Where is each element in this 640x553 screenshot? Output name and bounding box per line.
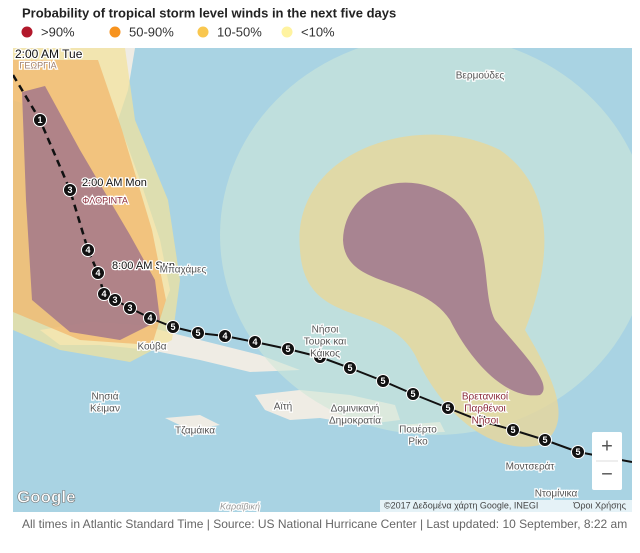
- track-category: 4: [85, 245, 90, 255]
- track-category: 5: [317, 352, 322, 362]
- place-label: Κάικος: [310, 348, 340, 360]
- title: Probability of tropical storm level wind…: [22, 5, 396, 20]
- google-logo: Google: [17, 487, 76, 506]
- track-point: [81, 243, 95, 257]
- track-category: 5: [380, 376, 385, 386]
- track-category: 5: [195, 328, 200, 338]
- track-category: 4: [147, 313, 152, 323]
- track-category: 5: [347, 363, 352, 373]
- track-point: [538, 433, 552, 447]
- track-category: 4: [95, 268, 100, 278]
- track-point: [218, 329, 232, 343]
- track-point: [474, 414, 488, 428]
- track-category: 1: [37, 115, 42, 125]
- place-label: 2:00 AM Tue: [15, 47, 83, 61]
- track-category: 4: [252, 337, 257, 347]
- place-label: Νήσοι: [312, 324, 339, 336]
- track-category: 5: [285, 344, 290, 354]
- place-label: Νήσοι: [472, 415, 499, 427]
- track-point: [191, 326, 205, 340]
- track-category: 5: [410, 389, 415, 399]
- place-label: Ντομίνικα: [535, 488, 578, 500]
- footer: All times in Atlantic Standard Time | So…: [22, 517, 628, 531]
- place-label: Τζαμάικα: [175, 425, 215, 437]
- track-point: [97, 287, 111, 301]
- legend-swatch: [109, 26, 121, 38]
- place-label: 2:00 AM Mon: [82, 177, 147, 189]
- zoom-out[interactable]: −: [601, 463, 613, 485]
- track-category: 5: [510, 425, 515, 435]
- track-category: 5: [575, 447, 580, 457]
- track-category: 4: [222, 331, 227, 341]
- track-point: [313, 350, 327, 364]
- attribution: ©2017 Δεδομένα χάρτη Google, INEGI: [384, 500, 538, 510]
- place-label: ΓΕΩΡΓΙΑ: [19, 60, 56, 70]
- track-point: [63, 183, 77, 197]
- track-point: [108, 293, 122, 307]
- place-label: Πουέρτο: [399, 424, 437, 436]
- track-point: [143, 311, 157, 325]
- place-label: Καραϊβική: [220, 501, 260, 511]
- track-point: [123, 301, 137, 315]
- track-category: 4: [101, 289, 106, 299]
- track-category: 3: [112, 295, 117, 305]
- track-category: 5: [170, 322, 175, 332]
- track-point: [506, 423, 520, 437]
- place-label: Ρίκο: [408, 436, 428, 448]
- place-label: Παρθένοι: [464, 403, 506, 415]
- track-category: 3: [127, 303, 132, 313]
- place-label: Αϊτή: [274, 401, 292, 413]
- zone-gt90: [343, 182, 544, 396]
- track-point: [33, 113, 47, 127]
- track-point: [441, 401, 455, 415]
- map-widget: Probability of tropical storm level wind…: [13, 5, 632, 512]
- legend-swatch: [281, 26, 293, 38]
- legend-label: 50-90%: [129, 24, 174, 39]
- track-point: [406, 387, 420, 401]
- place-label: Βερμούδες: [456, 70, 505, 82]
- place-label: Δημοκρατία: [329, 415, 381, 427]
- legend-swatch: [21, 26, 33, 38]
- place-label: Τουρκ και: [304, 337, 346, 348]
- track-category: 5: [542, 435, 547, 445]
- place-label: Δομινικανή: [331, 403, 380, 415]
- legend-swatch: [197, 26, 209, 38]
- track-point: [248, 335, 262, 349]
- place-label: Μοντσεράτ: [506, 461, 555, 473]
- track-point: [91, 266, 105, 280]
- legend-label: <10%: [301, 24, 335, 39]
- track-point: [166, 320, 180, 334]
- track-point: [376, 374, 390, 388]
- terms-link[interactable]: Όροι Χρήσης: [572, 500, 626, 510]
- track-point: [343, 361, 357, 375]
- legend-label: >90%: [41, 24, 75, 39]
- place-label: ΦΛΟΡΙΝΤΑ: [82, 195, 128, 205]
- track-category: 5: [445, 403, 450, 413]
- place-label: Κέιμαν: [90, 403, 120, 415]
- legend: >90% 50-90% 10-50% <10%: [21, 24, 335, 39]
- track-category: 3: [67, 185, 72, 195]
- legend-label: 10-50%: [217, 24, 262, 39]
- place-label: 8:00 AM Sun: [112, 260, 175, 272]
- track-category: 5: [478, 416, 483, 426]
- place-label: Βρετανικοί: [462, 391, 509, 403]
- track-point: [571, 445, 585, 459]
- zoom-in[interactable]: +: [601, 435, 613, 457]
- place-label: Κούβα: [137, 341, 166, 353]
- track-point: [281, 342, 295, 356]
- zone-gt90: [22, 86, 160, 340]
- attribution-bg: [380, 500, 632, 512]
- place-label: Μπαχάμες: [160, 264, 207, 276]
- place-label: Νησιά: [92, 391, 119, 403]
